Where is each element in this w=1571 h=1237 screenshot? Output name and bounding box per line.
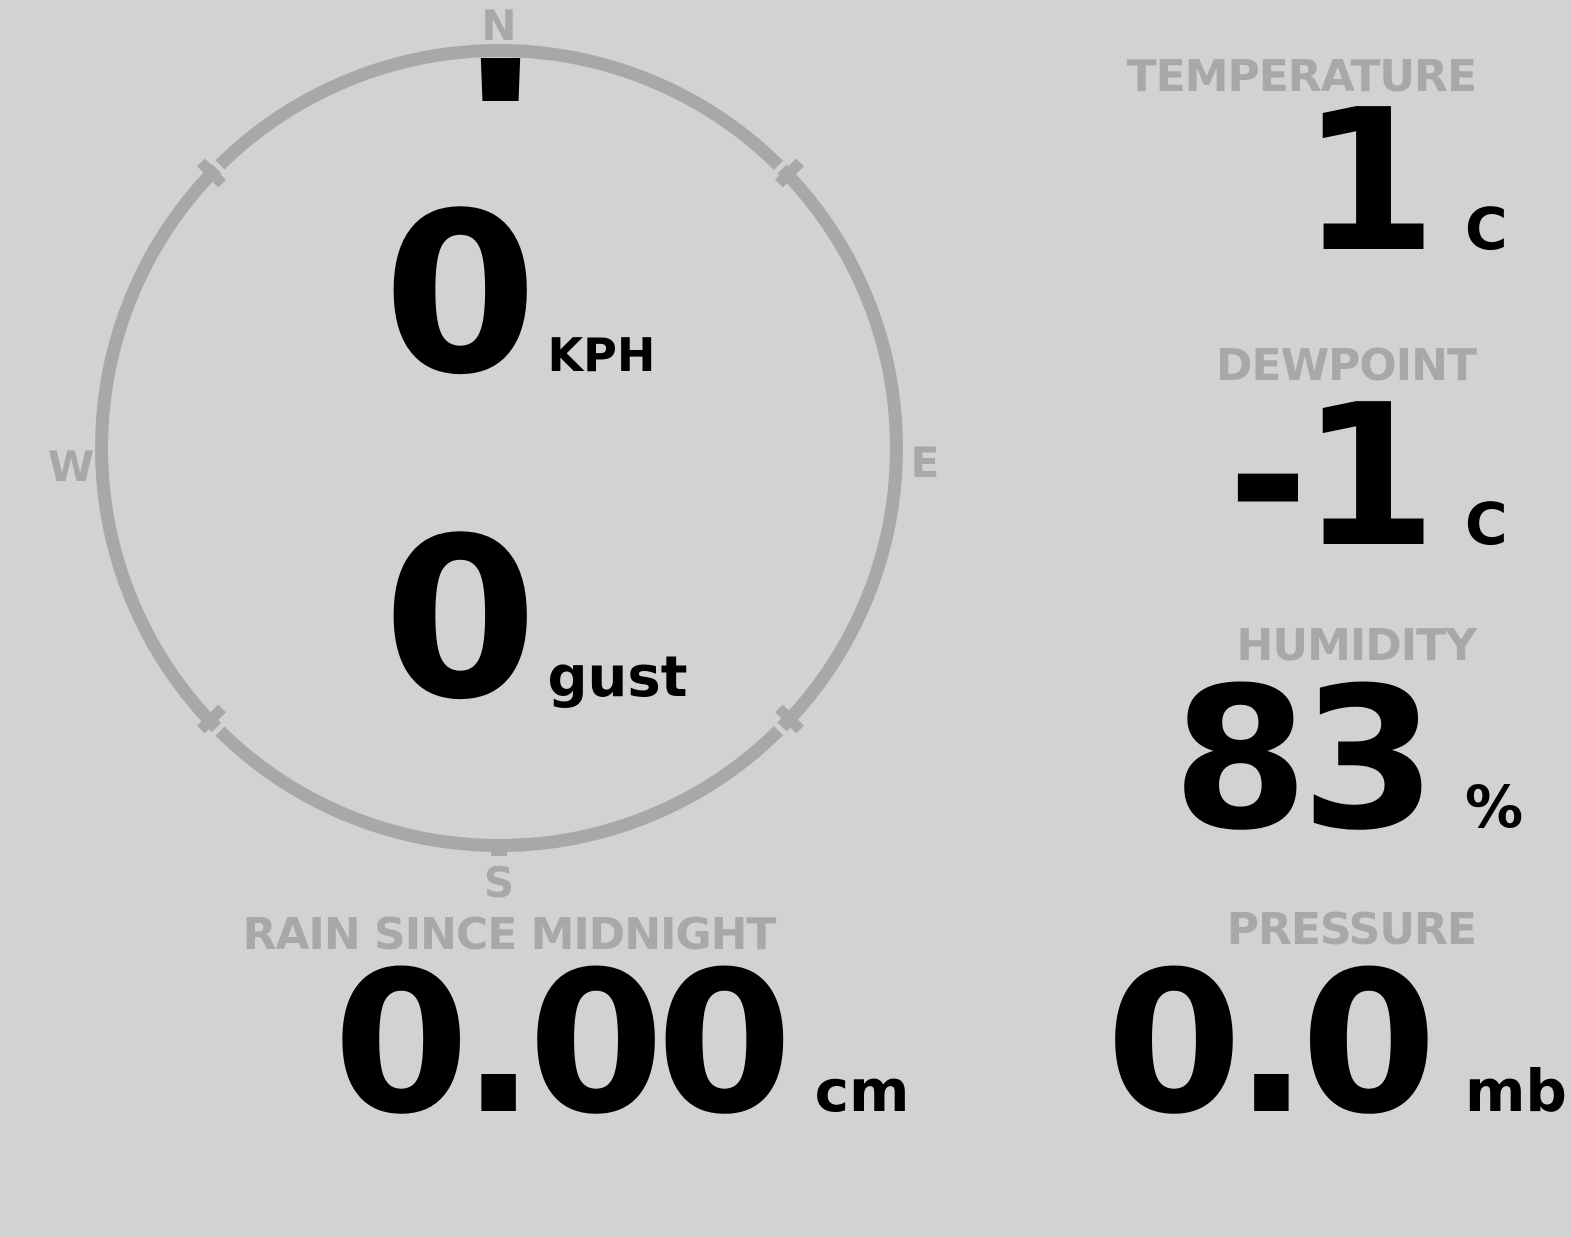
wind-speed: 0 KPH (383, 184, 655, 406)
dewpoint-reading: -1 C (1227, 379, 1531, 575)
compass-label-north: N (481, 1, 517, 50)
rain-value: 0.00 (333, 930, 793, 1158)
rain-reading: 0.00 cm (333, 946, 909, 1142)
humidity-label: HUMIDITY (1236, 620, 1477, 671)
wind-gust-unit: gust (547, 645, 688, 710)
pressure-unit: mb (1465, 1057, 1567, 1125)
pressure-value: 0.0 (1105, 930, 1437, 1158)
humidity-unit: % (1465, 773, 1524, 841)
temperature-reading: 1 C (1301, 84, 1531, 280)
rain-label: RAIN SINCE MIDNIGHT (242, 909, 777, 960)
wind-speed-value: 0 (383, 166, 537, 424)
temperature-label: TEMPERATURE (1126, 51, 1477, 102)
wind-direction-indicator (480, 58, 521, 101)
pressure-reading: 0.0 mb (1105, 930, 1567, 1158)
wind-gust: 0 gust (383, 509, 688, 731)
wind-speed-unit: KPH (547, 328, 656, 382)
wind-gust-value: 0 (383, 491, 537, 749)
temperature-unit: C (1465, 195, 1508, 263)
compass-label-south: S (483, 858, 515, 907)
humidity-reading: 83 % (1172, 662, 1531, 858)
temperature-value: 1 (1300, 68, 1437, 296)
compass-label-west: W (47, 442, 95, 491)
pressure-label: PRESSURE (1226, 904, 1477, 955)
dewpoint-value: -1 (1227, 363, 1437, 591)
dewpoint-unit: C (1465, 490, 1508, 558)
rain-unit: cm (814, 1057, 910, 1125)
dewpoint-label: DEWPOINT (1216, 340, 1477, 391)
humidity-value: 83 (1172, 646, 1437, 874)
compass-label-east: E (910, 438, 940, 487)
compass-tick-south (491, 842, 507, 856)
